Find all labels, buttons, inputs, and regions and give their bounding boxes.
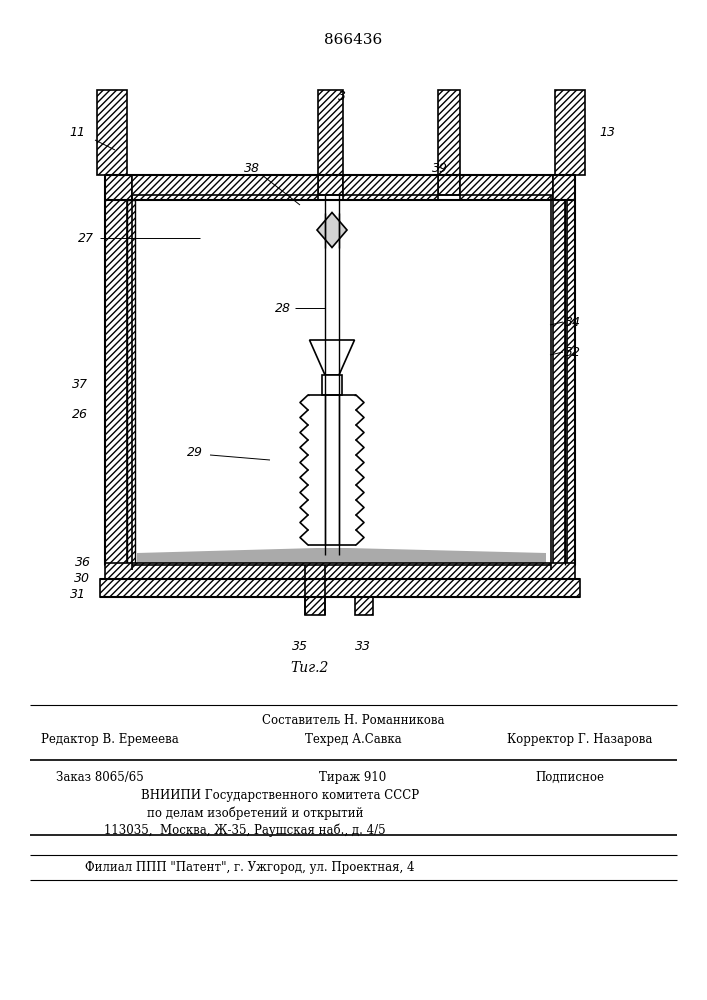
Text: Техред А.Савка: Техред А.Савка <box>305 734 402 746</box>
Text: ВНИИПИ Государственного комитета СССР: ВНИИПИ Государственного комитета СССР <box>141 788 419 802</box>
Text: 39: 39 <box>432 161 448 174</box>
Bar <box>322 375 342 395</box>
Text: Тираж 910: Тираж 910 <box>320 770 387 784</box>
Text: 26: 26 <box>72 408 88 422</box>
Text: по делам изобретений и открытий: по делам изобретений и открытий <box>147 806 363 820</box>
Polygon shape <box>310 340 354 375</box>
Bar <box>127 200 135 565</box>
Bar <box>438 90 460 195</box>
Text: Заказ 8065/65: Заказ 8065/65 <box>56 770 144 784</box>
Text: 28: 28 <box>275 302 291 314</box>
Text: 38: 38 <box>244 161 260 174</box>
Bar <box>305 565 325 615</box>
Text: 36: 36 <box>75 556 91 570</box>
Bar <box>555 90 585 175</box>
Bar <box>97 90 127 175</box>
Bar <box>132 175 318 200</box>
Bar <box>460 175 553 200</box>
Bar <box>105 563 575 579</box>
Text: 113035,  Москва, Ж-35, Раушская наб., д. 4/5: 113035, Москва, Ж-35, Раушская наб., д. … <box>104 823 386 837</box>
Text: 11: 11 <box>69 125 85 138</box>
Bar <box>553 175 575 200</box>
Text: Корректор Г. Назарова: Корректор Г. Назарова <box>508 734 653 746</box>
Text: 3: 3 <box>338 91 346 104</box>
Text: 13: 13 <box>599 125 615 138</box>
Text: 30: 30 <box>74 572 90 585</box>
Text: 866436: 866436 <box>324 33 382 47</box>
Bar <box>553 200 565 565</box>
Bar <box>355 565 373 615</box>
Polygon shape <box>137 548 546 568</box>
Bar <box>105 175 132 200</box>
Bar <box>567 200 575 565</box>
Text: Τиг.2: Τиг.2 <box>291 661 329 675</box>
Bar <box>100 579 580 597</box>
Text: Подписное: Подписное <box>535 770 604 784</box>
Text: 31: 31 <box>70 588 86 601</box>
Text: 35: 35 <box>292 641 308 654</box>
Text: Составитель Н. Романникова: Составитель Н. Романникова <box>262 714 444 726</box>
Text: 34: 34 <box>565 316 581 328</box>
Text: 29: 29 <box>187 446 203 458</box>
Text: 32: 32 <box>565 346 581 359</box>
Text: Редактор В. Еремеева: Редактор В. Еремеева <box>41 734 179 746</box>
Text: 33: 33 <box>355 641 371 654</box>
Text: 37: 37 <box>72 378 88 391</box>
Text: Филиал ППП "Патент", г. Ужгород, ул. Проектная, 4: Филиал ППП "Патент", г. Ужгород, ул. Про… <box>86 860 415 874</box>
Bar <box>318 90 343 195</box>
Bar <box>105 200 127 565</box>
Bar <box>343 175 438 200</box>
Text: 27: 27 <box>78 232 94 244</box>
Polygon shape <box>317 213 347 247</box>
